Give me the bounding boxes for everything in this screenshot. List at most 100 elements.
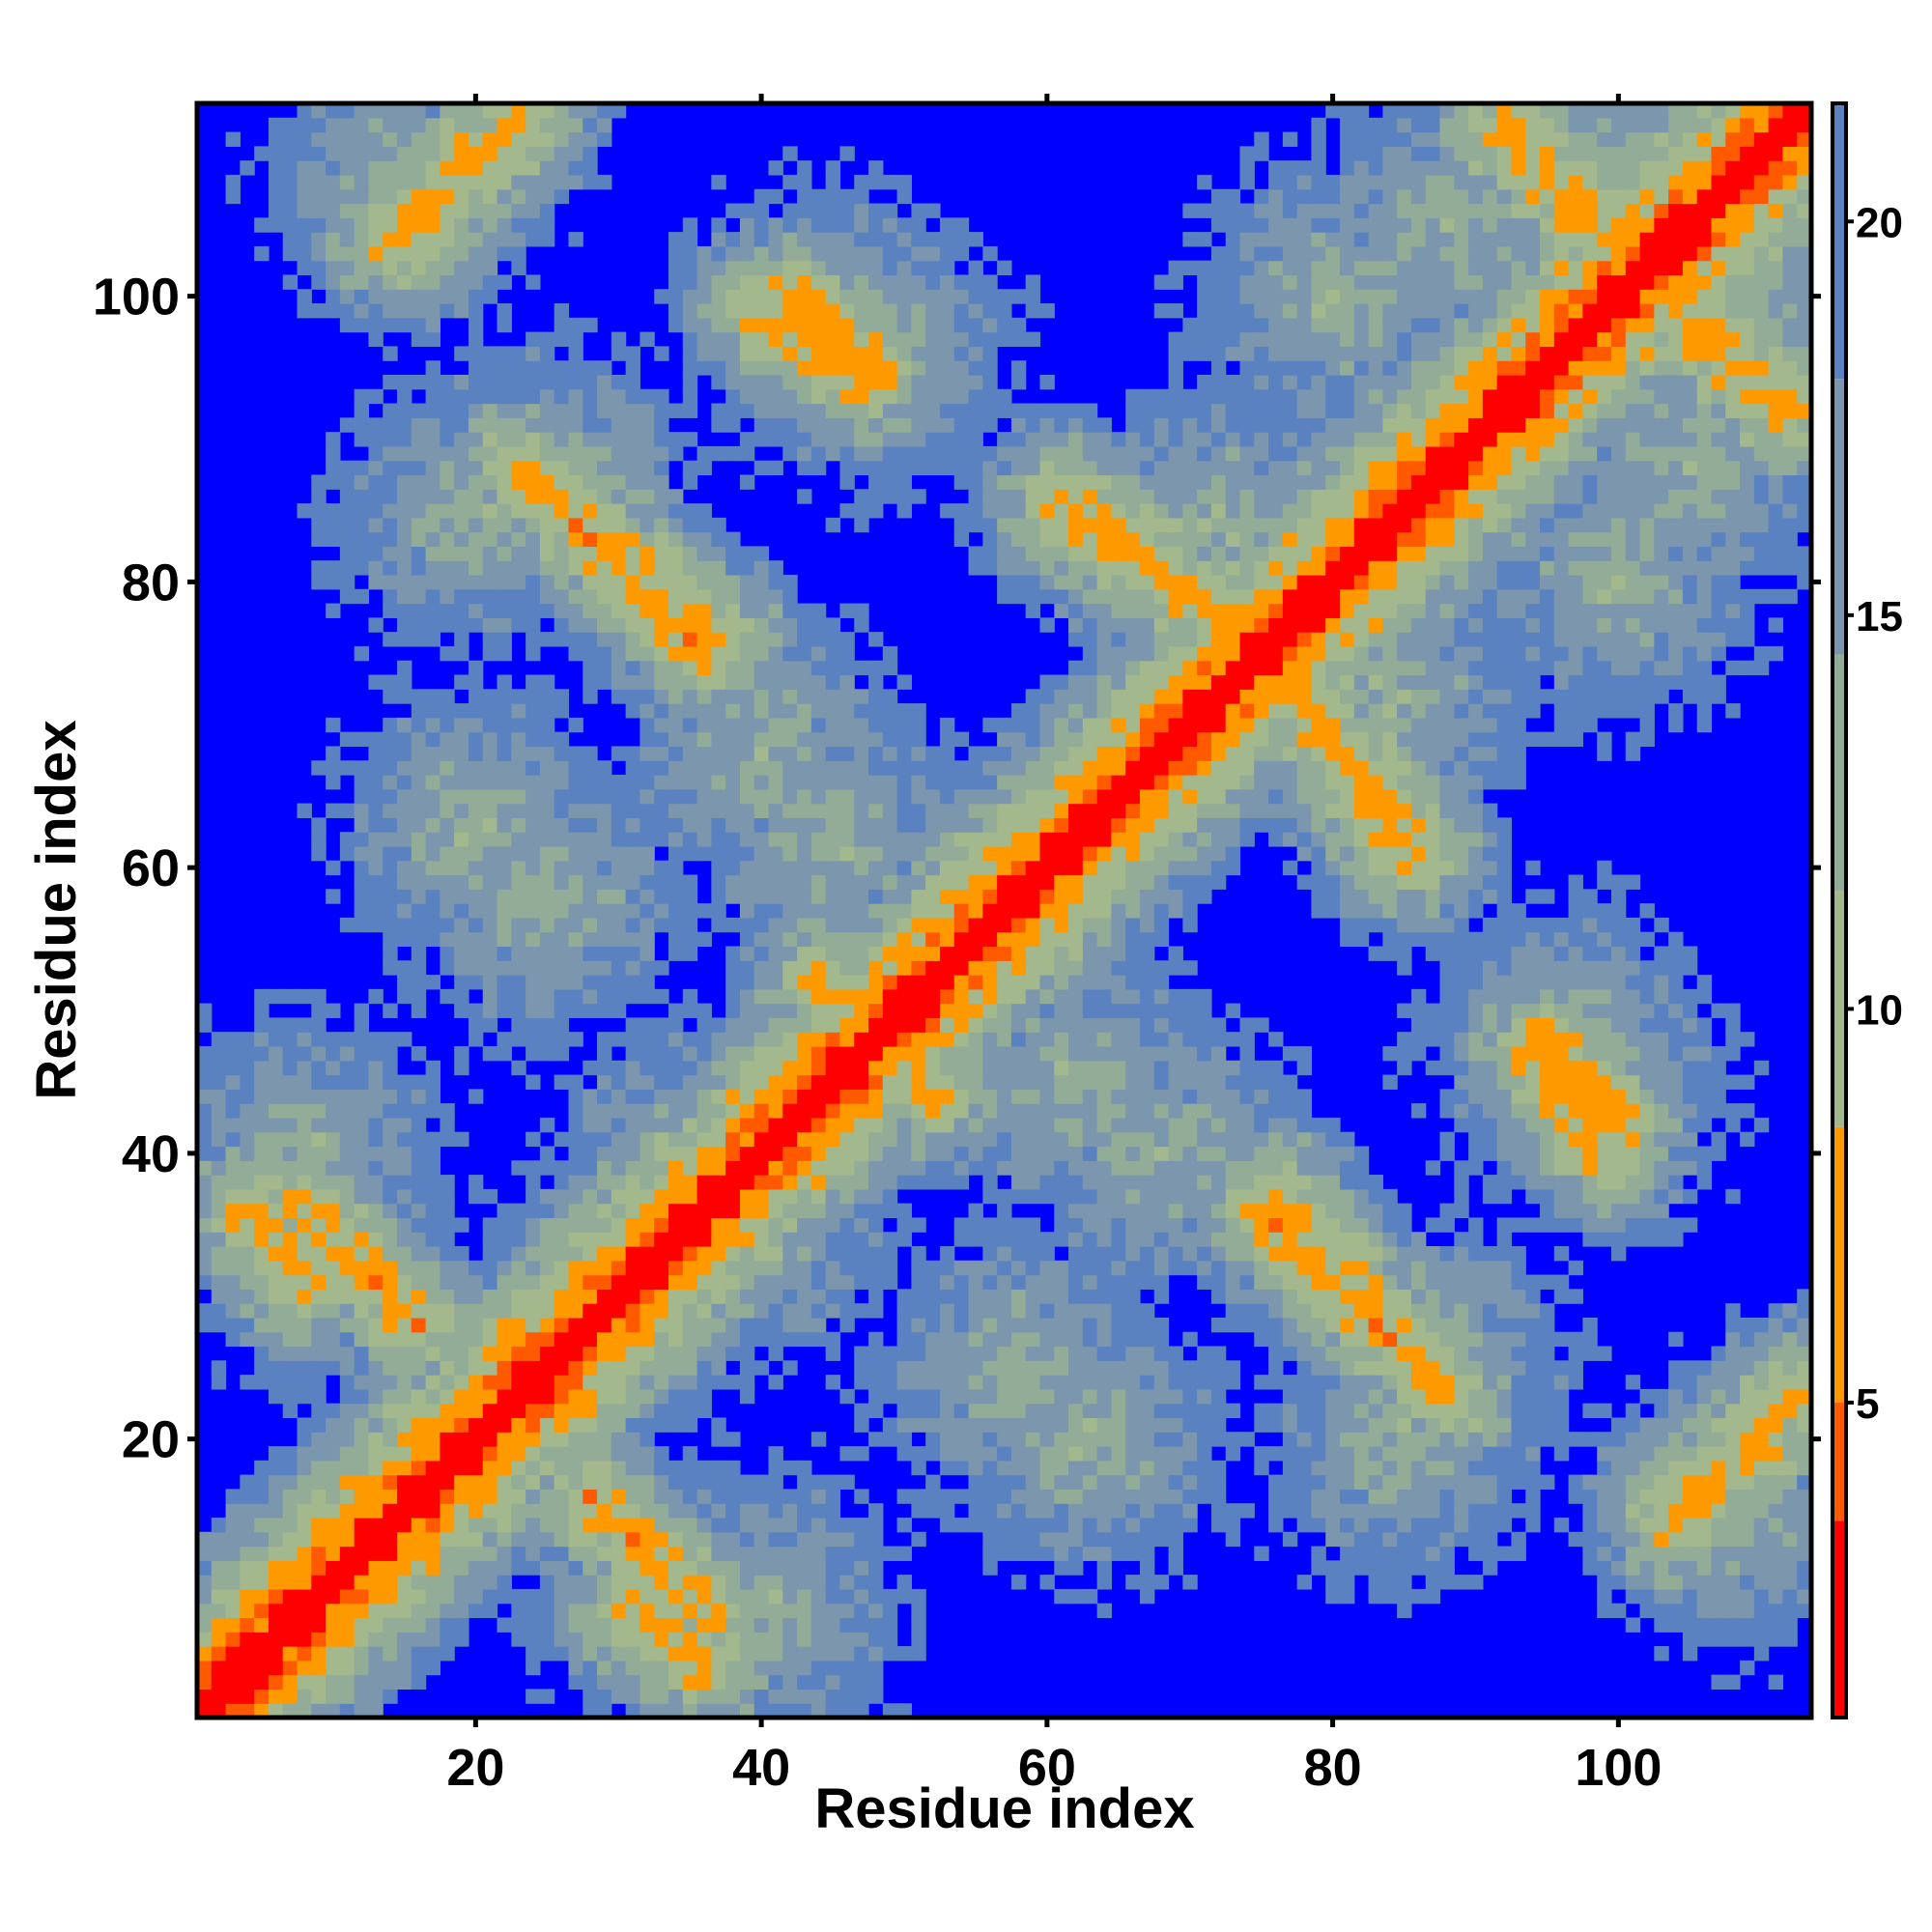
heatmap-cell <box>725 632 741 647</box>
heatmap-cell <box>797 403 812 418</box>
heatmap-cell <box>197 1131 213 1148</box>
heatmap-cell <box>725 645 741 662</box>
heatmap-cell <box>582 946 598 961</box>
heatmap-cell <box>725 1131 741 1148</box>
heatmap-cell <box>568 403 583 418</box>
heatmap-cell <box>454 1474 469 1490</box>
heatmap-cell <box>383 1617 398 1633</box>
heatmap-cell <box>440 1260 455 1276</box>
heatmap-cell <box>197 1045 213 1062</box>
heatmap-cell <box>511 903 526 919</box>
heatmap-cell <box>839 1517 855 1533</box>
heatmap-cell <box>668 289 684 304</box>
heatmap-cell <box>968 889 983 904</box>
heatmap-cell <box>753 775 770 790</box>
heatmap-cell <box>568 1460 583 1476</box>
heatmap-cell <box>526 1188 541 1205</box>
heatmap-cell <box>753 689 770 704</box>
heatmap-cell <box>997 1432 1012 1447</box>
heatmap-cell <box>440 1289 455 1304</box>
heatmap-cell <box>311 1417 327 1433</box>
heatmap-cell <box>368 874 384 890</box>
heatmap-cell <box>368 845 384 862</box>
heatmap-cell <box>368 1403 384 1419</box>
heatmap-cell <box>282 232 298 247</box>
heatmap-cell <box>1039 1074 1055 1090</box>
heatmap-cell <box>582 1232 598 1247</box>
heatmap-cell <box>625 1674 641 1690</box>
heatmap-cell <box>482 232 498 247</box>
heatmap-cell <box>696 832 712 847</box>
heatmap-cell <box>268 1331 284 1348</box>
heatmap-cell <box>368 674 384 690</box>
heatmap-cell <box>896 1032 912 1047</box>
heatmap-cell <box>454 417 469 433</box>
heatmap-cell <box>997 975 1012 990</box>
heatmap-cell <box>868 1388 884 1405</box>
heatmap-cell <box>554 1617 570 1633</box>
heatmap-cell <box>326 1446 341 1462</box>
heatmap-cell <box>1010 1432 1027 1447</box>
heatmap-cell <box>397 689 412 704</box>
heatmap-cell <box>654 1388 669 1405</box>
heatmap-cell <box>782 1260 798 1276</box>
heatmap-cell <box>868 1074 884 1090</box>
heatmap-cell <box>268 1603 284 1619</box>
heatmap-cell <box>454 603 469 618</box>
heatmap-cell <box>554 1646 570 1662</box>
heatmap-cell <box>639 1588 655 1605</box>
heatmap-cell <box>625 1346 641 1361</box>
heatmap-cell <box>668 432 684 447</box>
heatmap-cell <box>939 503 955 519</box>
heatmap-cell <box>354 1660 370 1676</box>
heatmap-cell <box>597 931 612 948</box>
heatmap-cell <box>982 360 998 376</box>
heatmap-cell <box>254 1346 270 1361</box>
heatmap-cell <box>240 1603 255 1619</box>
heatmap-cell <box>839 603 855 618</box>
heatmap-cell <box>768 1575 783 1590</box>
heatmap-cell <box>339 1045 355 1062</box>
heatmap-cell <box>383 1131 398 1148</box>
heatmap-cell <box>911 1646 926 1662</box>
heatmap-cell <box>326 603 341 618</box>
heatmap-cell <box>582 1674 598 1690</box>
heatmap-cell <box>282 1617 298 1633</box>
heatmap-cell <box>468 531 484 548</box>
heatmap-cell <box>825 517 841 533</box>
heatmap-cell <box>225 1689 241 1704</box>
heatmap-cell <box>197 1017 213 1033</box>
heatmap-cell <box>411 1103 427 1119</box>
heatmap-cell <box>825 1045 841 1062</box>
heatmap-cell <box>383 146 398 161</box>
heatmap-cell <box>354 1160 370 1176</box>
heatmap-cell <box>254 1560 270 1576</box>
heatmap-cell <box>197 1274 213 1290</box>
heatmap-cell <box>882 1417 898 1433</box>
heatmap-cell <box>1039 817 1055 833</box>
heatmap-cell <box>639 1575 655 1590</box>
heatmap-cell <box>982 1346 998 1361</box>
heatmap-cell <box>311 1603 327 1619</box>
heatmap-cell <box>753 289 770 304</box>
heatmap-cell <box>425 445 440 462</box>
heatmap-cell <box>1039 1289 1055 1304</box>
heatmap-cell <box>1010 1232 1027 1247</box>
heatmap-cell <box>854 245 869 262</box>
heatmap-cell <box>425 1517 440 1533</box>
heatmap-cell <box>1054 1403 1069 1419</box>
heatmap-cell <box>211 1032 227 1047</box>
heatmap-cell <box>1054 1289 1069 1304</box>
heatmap-cell <box>383 1260 398 1276</box>
heatmap-cell <box>582 546 598 561</box>
heatmap-cell <box>797 245 812 262</box>
heatmap-cell <box>797 160 812 176</box>
heatmap-cell <box>411 232 427 247</box>
heatmap-cell <box>939 217 955 233</box>
heatmap-cell <box>696 517 712 533</box>
heatmap-cell <box>682 874 698 890</box>
heatmap-cell <box>925 1474 941 1490</box>
heatmap-cell <box>539 117 555 133</box>
heatmap-cell <box>825 346 841 361</box>
heatmap-cell <box>482 374 498 390</box>
